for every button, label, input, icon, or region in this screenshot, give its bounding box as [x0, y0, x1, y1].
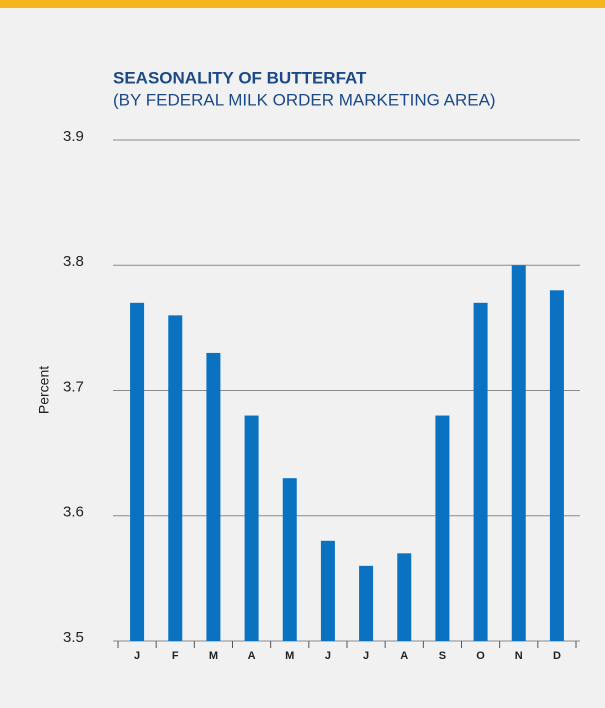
chart-subtitle: (BY FEDERAL MILK ORDER MARKETING AREA): [113, 90, 496, 109]
x-tick-label: J: [363, 650, 369, 662]
x-tick-label: M: [209, 650, 218, 662]
bar: [282, 478, 297, 641]
bar: [244, 415, 259, 641]
x-tick-label: O: [476, 650, 485, 662]
bar: [320, 540, 335, 641]
x-tick-label: S: [439, 650, 446, 662]
y-axis-label: Percent: [36, 366, 52, 414]
top-bar: [0, 0, 605, 8]
chart-title: SEASONALITY OF BUTTERFAT: [113, 68, 367, 87]
bar: [206, 352, 221, 641]
y-tick-label: 3.7: [63, 378, 84, 395]
bar: [168, 315, 183, 641]
x-tick-label: D: [553, 650, 561, 662]
x-tick-label: N: [515, 650, 523, 662]
bar: [511, 265, 526, 641]
bar: [473, 302, 488, 641]
x-tick-label: A: [248, 650, 256, 662]
bar: [549, 290, 564, 641]
bar: [397, 553, 412, 641]
y-tick-label: 3.8: [63, 253, 84, 270]
y-tick-label: 3.6: [63, 504, 84, 521]
y-tick-label: 3.9: [63, 128, 84, 145]
y-tick-label: 3.5: [63, 629, 84, 646]
x-tick-label: A: [400, 650, 408, 662]
x-tick-label: F: [172, 650, 179, 662]
x-tick-label: J: [134, 650, 140, 662]
bar: [130, 302, 145, 641]
x-tick-label: M: [285, 650, 294, 662]
bar: [435, 415, 450, 641]
bar: [359, 565, 374, 641]
x-tick-label: J: [325, 650, 331, 662]
